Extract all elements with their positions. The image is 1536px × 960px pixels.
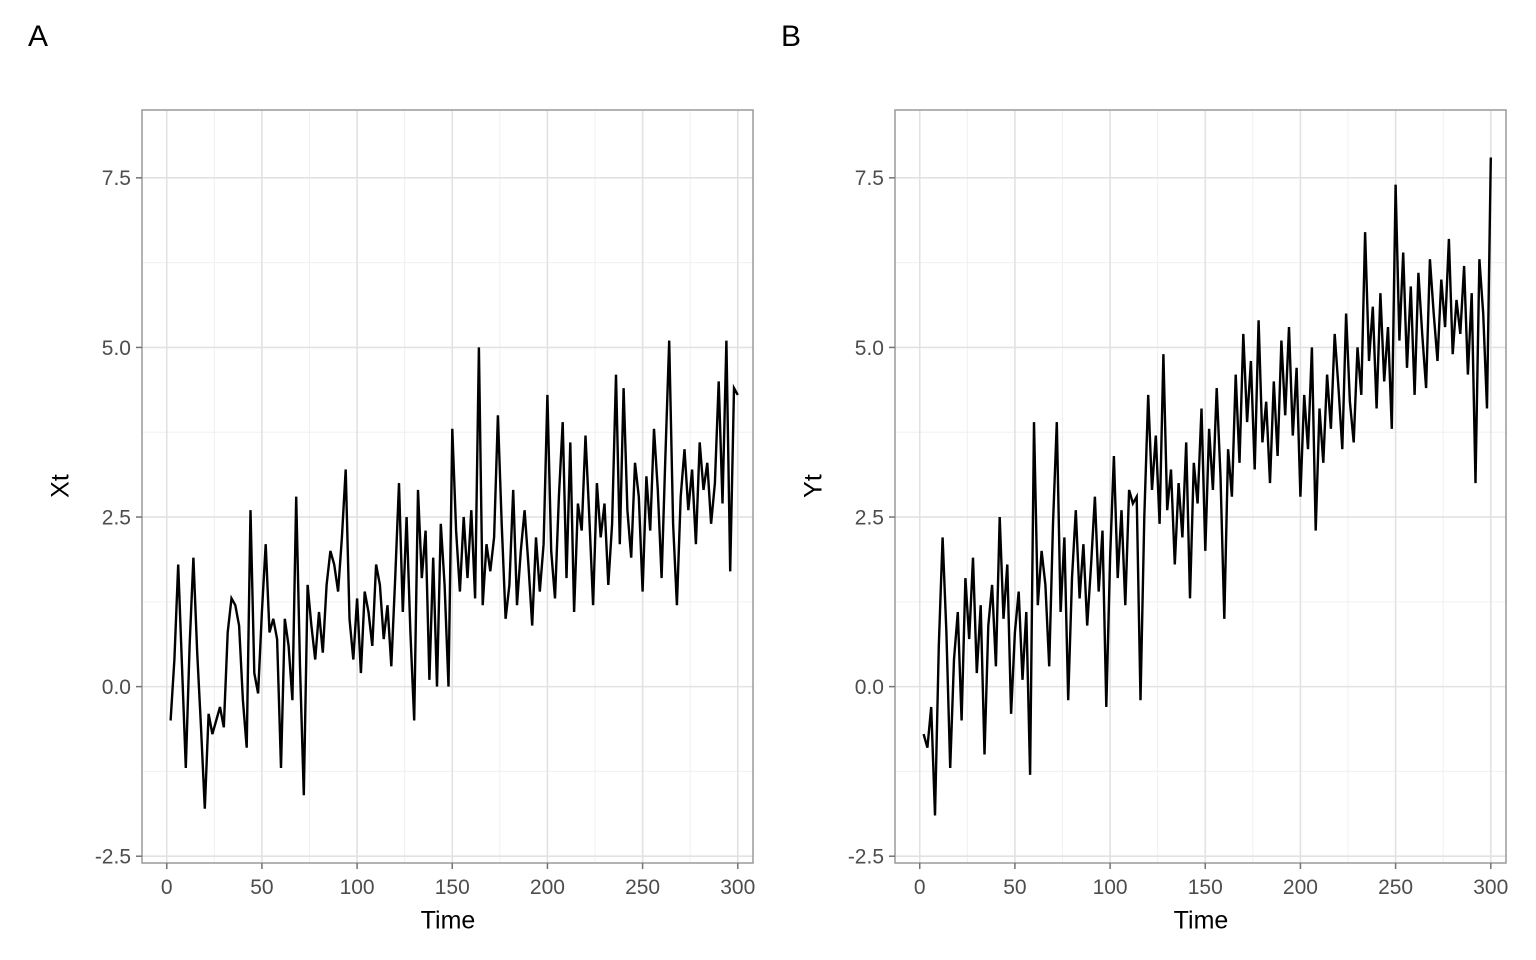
time-series-line bbox=[922, 157, 1492, 816]
y-tick-label: 7.5 bbox=[102, 167, 131, 190]
y-tick-label: -2.5 bbox=[95, 846, 131, 869]
x-tick-label: 300 bbox=[1473, 876, 1508, 899]
y-tick-label: 7.5 bbox=[855, 167, 884, 190]
x-tick-label: 150 bbox=[435, 876, 470, 899]
panel-b-y-axis-title: Yt bbox=[799, 474, 828, 498]
x-tick-label: 150 bbox=[1188, 876, 1223, 899]
y-tick-label: 5.0 bbox=[855, 337, 884, 360]
x-tick-label: 0 bbox=[161, 876, 173, 899]
x-tick-label: 0 bbox=[914, 876, 926, 899]
x-tick-label: 250 bbox=[625, 876, 660, 899]
x-tick-label: 250 bbox=[1378, 876, 1413, 899]
y-tick-label: 0.0 bbox=[102, 676, 131, 699]
panel-a-y-axis-title: Xt bbox=[46, 474, 75, 498]
x-tick-label: 50 bbox=[1003, 876, 1026, 899]
y-tick-label: 0.0 bbox=[855, 676, 884, 699]
panel-a-x-axis-title: Time bbox=[420, 906, 476, 935]
y-tick-label: 2.5 bbox=[102, 506, 131, 529]
y-tick-label: -2.5 bbox=[848, 846, 884, 869]
y-tick-label: 5.0 bbox=[102, 337, 131, 360]
panel-b-chart: 0 50 100 150 200 250 300 -2.5 0.0 2.5 5.0 7.5 bbox=[848, 109, 1508, 899]
panel-background bbox=[895, 110, 1506, 863]
panel-b-x-axis-title: Time bbox=[1173, 906, 1229, 935]
panel-a-label: A bbox=[28, 20, 49, 53]
x-tick-label: 100 bbox=[1093, 876, 1128, 899]
x-tick-label: 200 bbox=[1283, 876, 1318, 899]
panel-b-label: B bbox=[781, 20, 802, 53]
x-tick-label: 200 bbox=[530, 876, 565, 899]
panel-border bbox=[894, 109, 1507, 864]
panel-a-chart: 0 50 100 150 200 250 300 -2.5 0.0 2.5 5.0 7.5 bbox=[95, 109, 755, 899]
y-tick-label: 2.5 bbox=[855, 506, 884, 529]
time-series-line bbox=[169, 340, 739, 809]
x-tick-label: 300 bbox=[720, 876, 755, 899]
x-tick-label: 50 bbox=[250, 876, 273, 899]
x-tick-label: 100 bbox=[340, 876, 375, 899]
panel-background bbox=[142, 110, 753, 863]
panel-border bbox=[141, 109, 754, 864]
